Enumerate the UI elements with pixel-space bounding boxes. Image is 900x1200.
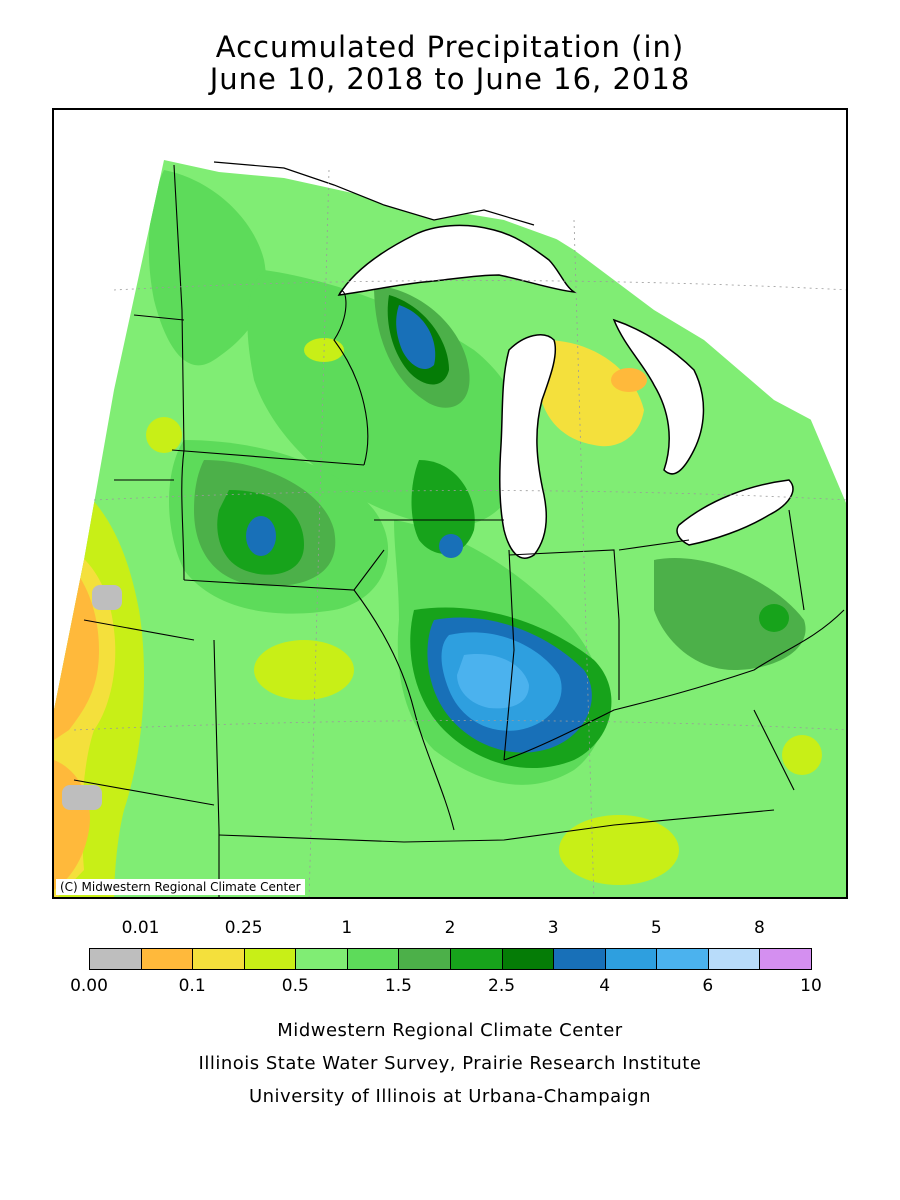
il-in-border [503, 549, 515, 761]
legend-top-label: 3 [547, 918, 559, 938]
legend-swatch [707, 948, 761, 970]
legend-bottom-label: 2.5 [488, 976, 516, 996]
legend-bottom-label: 1.5 [384, 976, 412, 996]
legend-swatch [553, 948, 606, 970]
state-boundaries [73, 164, 845, 897]
legend-swatch [192, 948, 245, 970]
legend-swatch [656, 948, 709, 970]
legend-bottom-label: 4 [599, 976, 611, 996]
precip-1.5-2-mn [148, 170, 266, 366]
precip-0.5-1-sd [146, 417, 182, 453]
precip-1.5-2-wi [247, 270, 524, 527]
lake-huron [612, 318, 705, 475]
legend-top-label: 8 [754, 918, 765, 938]
legend-swatch [604, 948, 658, 970]
outside-region [214, 110, 846, 439]
mi-oh-border [618, 539, 690, 551]
legend-top-label: 1 [341, 918, 353, 938]
legend-swatch [398, 948, 451, 970]
lake-superior [337, 224, 577, 296]
precip-0.1-0.25-mi [611, 368, 647, 392]
precip-5-6-il [457, 654, 529, 709]
precip-2.5-3-sil [411, 460, 475, 554]
ohio-river [503, 609, 845, 761]
map-title: Accumulated Precipitation (in) [215, 30, 685, 64]
ky-wv-border [753, 709, 795, 791]
precip-0-0.01-b [62, 785, 102, 810]
precip-0.5-1-ky [559, 815, 679, 885]
legend-bottom-label: 0.00 [70, 976, 108, 996]
ne-ks-border [83, 619, 195, 641]
mo-ks-border [213, 639, 220, 897]
color-legend: 0.01 0.25 1 2 3 5 8 0.00 0.1 0.5 1.5 2.5 4 6 10 [0, 918, 900, 1008]
legend-swatch [295, 948, 348, 970]
graticule [73, 169, 846, 897]
mn-ia-border [171, 449, 365, 466]
credit-line-1: Midwestern Regional Climate Center [277, 1020, 623, 1041]
legend-swatch [243, 948, 297, 970]
legend-bottom-label: 0.5 [281, 976, 309, 996]
precip-3-4-sil [439, 534, 463, 558]
credit-line-3: University of Illinois at Urbana-Champai… [248, 1086, 652, 1107]
legend-swatch [759, 948, 812, 970]
precip-0.25-0.5-mi [539, 340, 644, 447]
precipitation-map: (C) Midwestern Regional Climate Center [52, 108, 848, 899]
map-date-range: June 10, 2018 to June 16, 2018 [209, 62, 691, 96]
map-canvas [54, 110, 846, 897]
precip-0-0.01-a [92, 585, 122, 610]
mn-west-border [173, 164, 185, 451]
lake-erie [676, 479, 794, 546]
legend-swatch [89, 948, 142, 970]
legend-bottom-label: 10 [800, 976, 822, 996]
oh-pa-border [788, 509, 805, 611]
precip-0.5-1-wv [782, 735, 822, 775]
precip-3-4-ia [246, 516, 276, 556]
legend-swatch [346, 948, 400, 970]
legend-swatch [140, 948, 194, 970]
legend-swatch [501, 948, 555, 970]
precip-0.5-1-mo [254, 640, 354, 700]
precip-2-2.5-oh [654, 558, 806, 670]
nd-sd-border [133, 314, 185, 321]
mo-ar-border [218, 809, 775, 843]
legend-bottom-label: 0.1 [178, 976, 206, 996]
legend-top-label: 5 [650, 918, 662, 938]
ks-ok-border [73, 779, 215, 806]
lake-michigan [499, 334, 556, 559]
legend-bottom-label: 6 [702, 976, 714, 996]
legend-top-label: 0.01 [121, 918, 160, 938]
ia-ne-border [181, 449, 185, 581]
mo-il-border [353, 589, 455, 831]
credit-line-2: Illinois State Water Survey, Prairie Res… [198, 1053, 702, 1074]
mn-wi-border [333, 290, 369, 466]
in-oh-border [508, 549, 620, 700]
legend-top-label: 2 [444, 918, 456, 938]
canada-border [213, 161, 535, 226]
precip-2.5-3-oh [759, 604, 789, 632]
precip-3-4-nwi [396, 305, 436, 370]
legend-top-label: 0.25 [224, 918, 263, 938]
legend-swatch [450, 948, 503, 970]
great-lakes [337, 224, 794, 559]
copyright-label: (C) Midwestern Regional Climate Center [56, 879, 305, 895]
